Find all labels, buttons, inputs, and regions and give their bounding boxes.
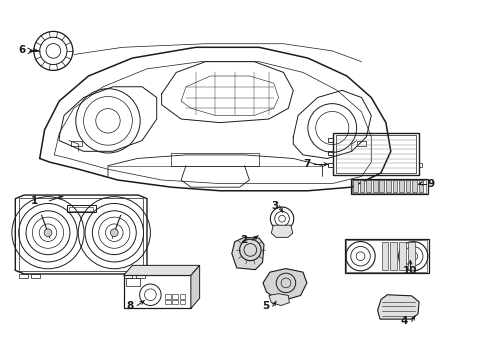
- Polygon shape: [190, 265, 199, 309]
- Ellipse shape: [44, 229, 52, 237]
- Text: 6: 6: [19, 45, 26, 55]
- Text: 9: 9: [427, 179, 433, 189]
- Polygon shape: [123, 265, 199, 275]
- Bar: [66, 205, 96, 212]
- Bar: [346, 240, 427, 272]
- Bar: [352, 180, 357, 192]
- Bar: [164, 294, 170, 299]
- Bar: [164, 300, 170, 304]
- Text: 10: 10: [402, 266, 417, 276]
- Bar: [359, 180, 364, 192]
- Text: 8: 8: [126, 301, 134, 311]
- Bar: [328, 138, 332, 142]
- Polygon shape: [377, 295, 418, 319]
- Bar: [69, 207, 93, 211]
- Polygon shape: [231, 237, 264, 270]
- Bar: [332, 134, 418, 175]
- Text: 4: 4: [400, 316, 407, 326]
- Bar: [172, 300, 178, 304]
- Text: 3: 3: [270, 201, 278, 211]
- Bar: [366, 180, 370, 192]
- Bar: [123, 275, 190, 309]
- Bar: [328, 150, 332, 155]
- Bar: [126, 278, 140, 286]
- Bar: [411, 180, 416, 192]
- Bar: [179, 294, 185, 299]
- Bar: [71, 141, 82, 146]
- Bar: [19, 198, 143, 271]
- Bar: [328, 163, 332, 167]
- Polygon shape: [271, 225, 292, 237]
- Bar: [123, 274, 132, 278]
- Text: 5: 5: [262, 301, 269, 311]
- Bar: [179, 300, 185, 304]
- Bar: [418, 180, 423, 192]
- Polygon shape: [263, 269, 306, 299]
- Text: 7: 7: [303, 159, 310, 169]
- Bar: [389, 242, 396, 270]
- Bar: [398, 180, 403, 192]
- Bar: [407, 242, 414, 270]
- Bar: [356, 141, 366, 146]
- Bar: [136, 274, 144, 278]
- Bar: [381, 242, 387, 270]
- Text: 2: 2: [240, 235, 246, 245]
- Bar: [351, 180, 426, 193]
- Bar: [379, 180, 383, 192]
- Bar: [372, 180, 377, 192]
- Bar: [418, 163, 422, 167]
- Bar: [398, 242, 405, 270]
- Polygon shape: [268, 294, 289, 306]
- Bar: [171, 153, 259, 166]
- Bar: [405, 180, 409, 192]
- Bar: [172, 294, 178, 299]
- Bar: [344, 239, 428, 273]
- Ellipse shape: [110, 229, 118, 237]
- Text: 1: 1: [31, 196, 39, 206]
- Bar: [335, 135, 415, 173]
- Bar: [350, 179, 427, 194]
- Bar: [31, 274, 40, 278]
- Bar: [392, 180, 396, 192]
- Bar: [385, 180, 390, 192]
- Bar: [19, 274, 27, 278]
